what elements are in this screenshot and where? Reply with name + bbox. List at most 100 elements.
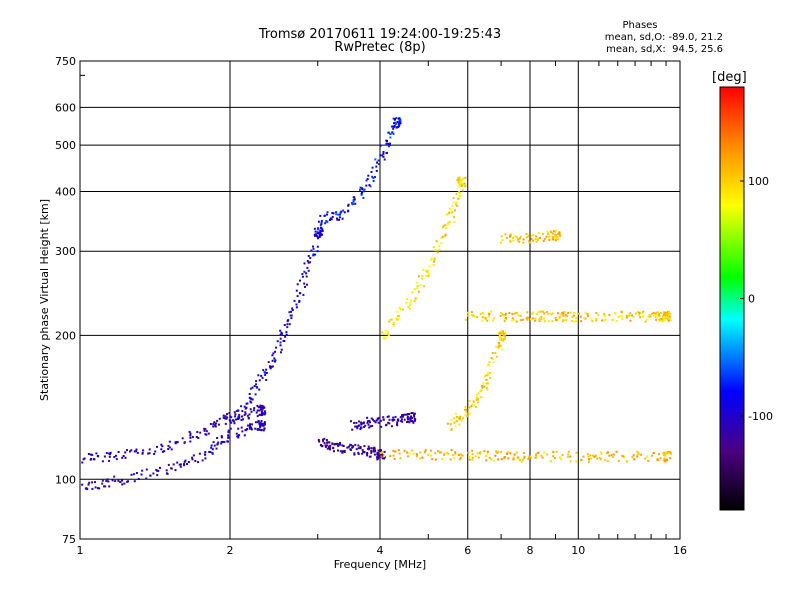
data-point: [329, 444, 332, 447]
data-point: [495, 450, 498, 453]
data-point: [452, 454, 455, 457]
data-point: [228, 412, 231, 415]
data-point: [244, 411, 247, 414]
data-point: [457, 176, 460, 179]
data-point: [397, 126, 400, 128]
data-point: [485, 387, 488, 389]
data-point: [354, 443, 357, 446]
data-point: [361, 188, 364, 191]
data-point: [406, 451, 409, 454]
data-point: [521, 459, 524, 461]
data-point: [655, 318, 658, 321]
data-point: [644, 320, 647, 323]
data-point: [332, 446, 335, 449]
data-point: [444, 234, 447, 237]
data-point: [331, 212, 334, 214]
data-point: [358, 420, 361, 423]
data-point: [532, 317, 534, 320]
data-point: [265, 372, 268, 374]
data-point: [269, 367, 272, 370]
data-point: [652, 452, 655, 454]
data-point: [531, 312, 534, 315]
data-point: [257, 428, 260, 431]
data-point: [251, 386, 254, 389]
data-point: [88, 481, 91, 484]
data-point: [397, 419, 400, 422]
data-point: [409, 299, 412, 302]
data-point: [419, 283, 422, 286]
data-point: [575, 317, 578, 320]
data-point: [224, 417, 227, 420]
data-point: [346, 446, 349, 449]
data-point: [392, 454, 395, 457]
data-point: [526, 311, 529, 314]
data-point: [498, 335, 501, 338]
data-point: [337, 449, 339, 452]
data-point: [455, 193, 458, 195]
data-point: [486, 452, 489, 455]
data-point: [502, 334, 505, 337]
data-point: [438, 245, 441, 248]
data-point: [454, 451, 457, 454]
data-point: [540, 316, 543, 319]
data-point: [312, 254, 315, 257]
data-point: [264, 374, 267, 376]
data-point: [430, 454, 432, 457]
data-point: [543, 451, 546, 454]
data-point: [450, 419, 453, 421]
data-point: [303, 270, 306, 273]
data-point: [285, 333, 288, 336]
data-point: [555, 319, 558, 322]
data-point: [262, 429, 265, 432]
data-point: [664, 454, 667, 457]
data-point: [332, 212, 335, 215]
data-point: [407, 418, 409, 421]
data-point: [382, 152, 385, 155]
data-point: [587, 315, 589, 318]
data-point: [213, 421, 216, 424]
data-point: [432, 246, 435, 248]
data-point: [370, 449, 373, 452]
data-point: [503, 337, 506, 340]
data-point: [559, 313, 562, 316]
data-point: [267, 361, 270, 364]
data-point: [369, 425, 372, 428]
data-point: [165, 469, 168, 472]
data-point: [666, 318, 669, 321]
data-point: [388, 320, 391, 323]
data-point: [631, 314, 634, 317]
data-point: [504, 335, 507, 338]
data-point: [226, 413, 229, 415]
data-point: [224, 415, 227, 418]
data-point: [488, 361, 491, 364]
data-point: [543, 312, 546, 315]
data-point: [262, 407, 265, 410]
data-point: [661, 320, 664, 323]
data-point: [260, 374, 263, 377]
data-point: [408, 413, 411, 416]
data-point: [260, 410, 263, 413]
data-point: [387, 334, 390, 337]
data-point: [461, 178, 464, 181]
data-point: [454, 425, 457, 428]
data-point: [261, 376, 264, 379]
data-point: [558, 456, 561, 459]
data-point: [329, 448, 331, 451]
data-point: [381, 451, 384, 454]
data-point: [166, 472, 169, 475]
data-point: [458, 190, 460, 193]
data-point: [101, 479, 104, 482]
data-point: [542, 239, 545, 242]
data-point: [216, 419, 219, 422]
data-point: [449, 423, 452, 426]
data-point: [597, 314, 600, 317]
data-point: [103, 455, 106, 458]
data-point: [124, 451, 127, 454]
data-point: [203, 429, 206, 432]
data-point: [583, 317, 586, 320]
data-point: [246, 414, 249, 417]
data-point: [587, 458, 590, 461]
data-point: [333, 450, 335, 453]
data-point: [359, 446, 362, 448]
